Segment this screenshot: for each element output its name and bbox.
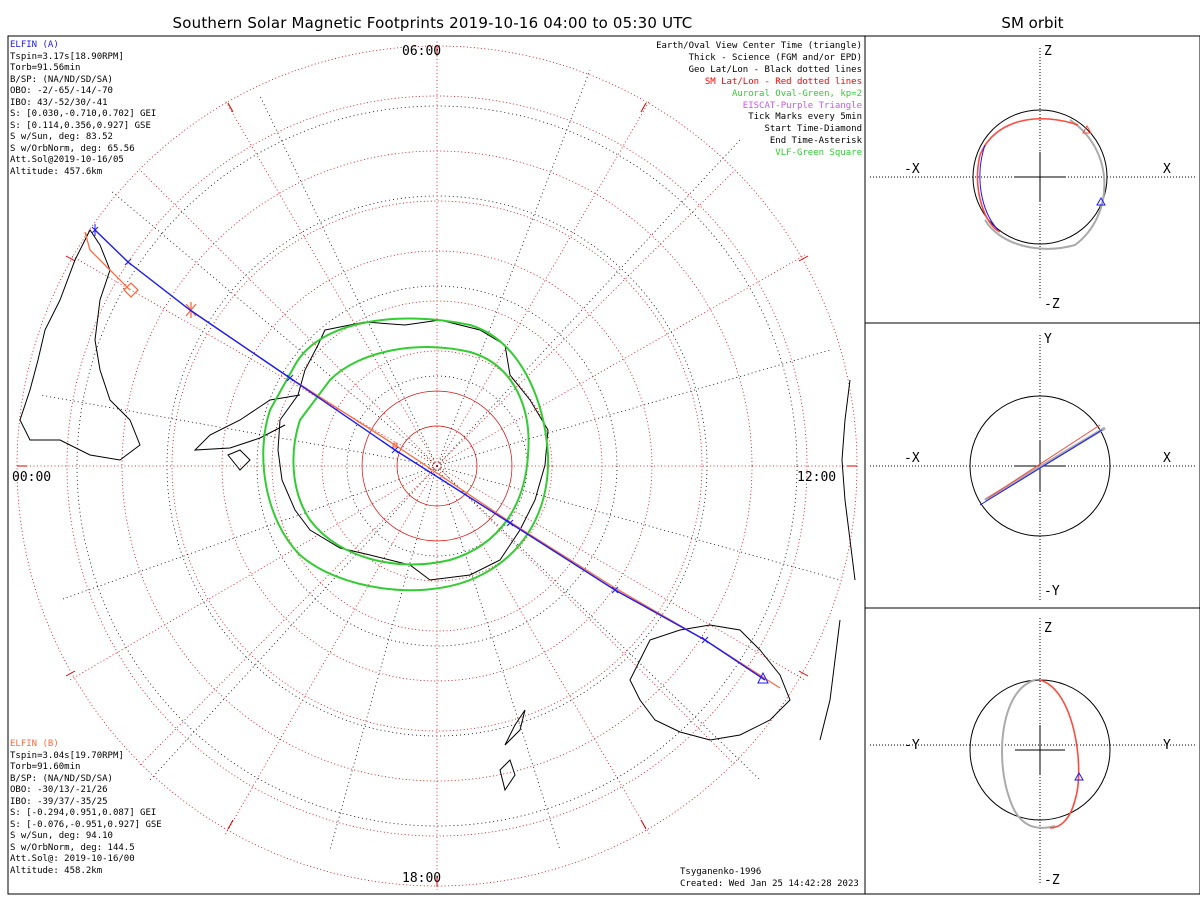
- panel2-bottom-label: -Y: [1044, 584, 1060, 599]
- elfin-b-info: ELFIN (B) Tspin=3.04s[19.70RPM] Torb=91.…: [10, 739, 162, 877]
- legend: Earth/Oval View Center Time (triangle) T…: [656, 41, 862, 160]
- elfin-b-line: Tspin=3.04s[19.70RPM]: [10, 750, 124, 761]
- elfin-a-line: IBO: 43/-52/30/-41: [10, 97, 108, 108]
- elfin-a-line: Tspin=3.17s[18.90RPM]: [10, 51, 124, 62]
- orbit-title: SM orbit: [1001, 14, 1064, 32]
- elfin-b-name: ELFIN (B): [10, 739, 59, 749]
- legend-entry: Thick - Science (FGM and/or EPD): [688, 52, 862, 63]
- elfin-a-line: S: [0.030,-0.710,0.702] GEI: [10, 109, 157, 119]
- panel1-right-label: X: [1163, 162, 1171, 177]
- plot-title: Southern Solar Magnetic Footprints 2019-…: [172, 14, 693, 32]
- hour-label-right: 12:00: [797, 470, 837, 485]
- auroral-oval: [262, 317, 550, 592]
- geo-grid: [39, 69, 841, 851]
- elfin-b-line: B/SP: (NA/ND/SD/SA): [10, 773, 113, 784]
- elfin-b-line: S w/OrbNorm, deg: 144.5: [10, 842, 135, 853]
- panel3-right-label: Y: [1163, 738, 1171, 753]
- elfin-b-line: Torb=91.60min: [10, 762, 81, 772]
- elfin-a-line: Att.Sol@2019-10-16/05: [10, 155, 124, 165]
- elfin-b-line: S: [-0.294,0.951,0.087] GEI: [10, 808, 157, 818]
- panel3-bottom-label: -Z: [1044, 873, 1060, 888]
- hour-label-left: 00:00: [12, 470, 52, 485]
- hour-label-top: 06:00: [402, 44, 442, 59]
- legend-entry: End Time-Asterisk: [769, 136, 862, 147]
- elfin-a-line: OBO: -2/-65/-14/-70: [10, 86, 113, 96]
- orbit-panel-xy: [870, 335, 1195, 600]
- elfin-a-line: S w/Sun, deg: 83.52: [10, 132, 113, 142]
- legend-entry: Earth/Oval View Center Time (triangle): [656, 41, 862, 51]
- elfin-a-line: S w/OrbNorm, deg: 65.56: [10, 143, 135, 154]
- panel3-top-label: Z: [1044, 621, 1052, 636]
- legend-entry: Tick Marks every 5min: [748, 112, 862, 123]
- elfin-a-line: S: [0.114,0.356,0.927] GSE: [10, 120, 151, 131]
- panel1-top-label: Z: [1044, 44, 1052, 59]
- panel3-left-label: -Y: [904, 738, 920, 753]
- track-elfin-a: [91, 224, 769, 684]
- hour-label-bottom: 18:00: [402, 871, 442, 886]
- elfin-a-line: Torb=91.56min: [10, 63, 81, 73]
- elfin-b-line: S w/Sun, deg: 94.10: [10, 831, 113, 841]
- legend-entry: Auroral Oval-Green, kp=2: [731, 88, 862, 99]
- legend-entry: EISCAT-Purple Triangle: [742, 100, 862, 111]
- legend-entry: VLF-Green Square: [775, 148, 862, 159]
- created-date: Created: Wed Jan 25 14:42:28 2023: [680, 879, 859, 889]
- elfin-a-line: B/SP: (NA/ND/SD/SA): [10, 74, 113, 85]
- elfin-b-line: Att.Sol@: 2019-10-16/00: [10, 854, 135, 864]
- elfin-b-line: Altitude: 458.2km: [10, 865, 103, 876]
- credit: Tsyganenko-1996 Created: Wed Jan 25 14:4…: [680, 866, 859, 890]
- elfin-b-line: OBO: -30/13/-21/26: [10, 785, 108, 795]
- track-elfin-b: [84, 231, 781, 689]
- elfin-a-info: ELFIN (A) Tspin=3.17s[18.90RPM] Torb=91.…: [10, 40, 156, 178]
- panel1-left-label: -X: [904, 162, 920, 177]
- elfin-b-line: IBO: -39/37/-35/25: [10, 796, 108, 807]
- orbit-panel-yz: [870, 618, 1195, 885]
- orbit-panel-xz: [870, 48, 1195, 300]
- legend-entry: Geo Lat/Lon - Black dotted lines: [688, 64, 862, 75]
- hour-ticks: [17, 46, 857, 886]
- elfin-a-name: ELFIN (A): [10, 40, 59, 50]
- legend-entry: Start Time-Diamond: [764, 124, 862, 135]
- elfin-a-line: Altitude: 457.6km: [10, 166, 103, 177]
- panel2-left-label: -X: [904, 451, 920, 466]
- panel1-bottom-label: -Z: [1044, 297, 1060, 312]
- panel2-top-label: Y: [1044, 332, 1052, 347]
- orbit-frame: [864, 35, 1200, 895]
- panel2-right-label: X: [1163, 451, 1171, 466]
- elfin-b-line: S: [-0.076,-0.951,0.927] GSE: [10, 819, 162, 830]
- coastlines: [19, 229, 856, 792]
- legend-entry: SM Lat/Lon - Red dotted lines: [704, 76, 862, 87]
- model-name: Tsyganenko-1996: [680, 867, 762, 877]
